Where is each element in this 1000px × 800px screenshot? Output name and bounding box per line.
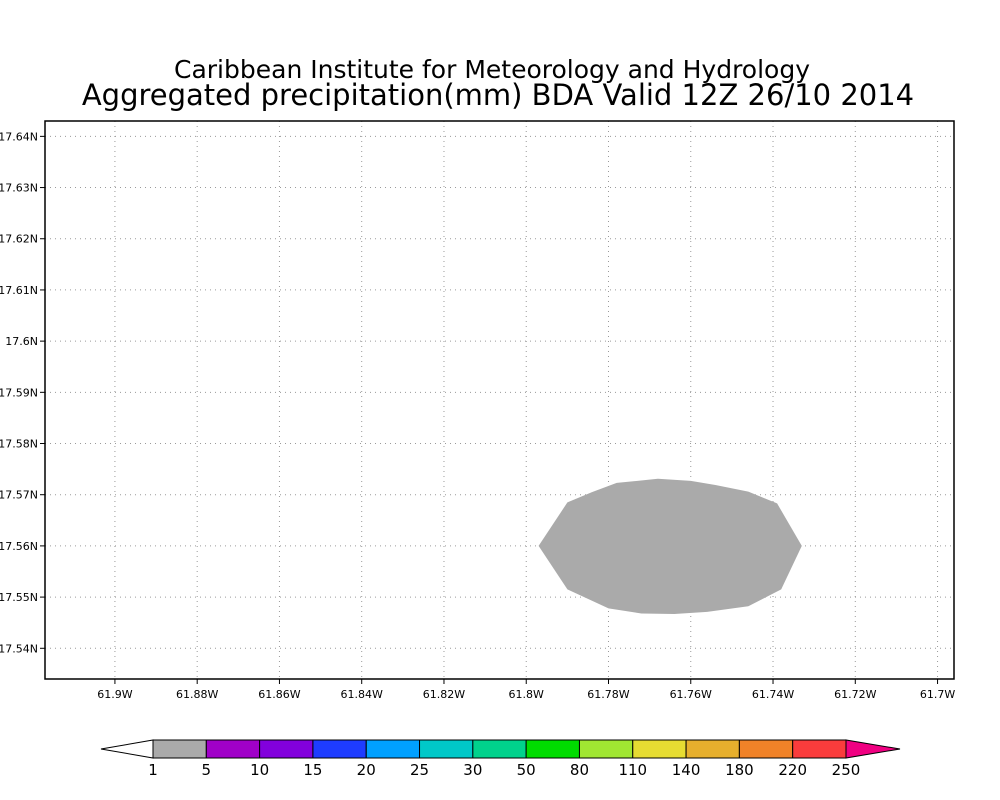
colorbar-label: 5 [202, 761, 212, 779]
colorbar-label: 10 [250, 761, 269, 779]
x-tick-label: 61.84W [341, 688, 383, 701]
colorbar-swatch [792, 739, 847, 759]
x-tick-label: 61.88W [176, 688, 218, 701]
y-tick-label: 17.58N [0, 438, 38, 451]
y-axis-ticks: 17.64N 17.63N 17.62N 17.61N 17.6N 17.59N 17.58… [0, 130, 45, 655]
colorbar-label: 110 [618, 761, 647, 779]
colorbar-swatch [578, 739, 634, 759]
x-tick-label: 61.76W [670, 688, 712, 701]
x-tick-label: 61.78W [587, 688, 629, 701]
colorbar-swatch [365, 739, 421, 759]
colorbar-below-triangle [100, 739, 154, 759]
colorbar-swatch [738, 739, 794, 759]
colorbar-swatch [259, 739, 314, 759]
gridlines [45, 121, 954, 679]
x-tick-label: 61.8W [509, 688, 544, 701]
precipitation-areas [538, 478, 802, 614]
colorbar-label: 30 [463, 761, 482, 779]
y-tick-label: 17.61N [0, 284, 38, 297]
colorbar-label: 20 [357, 761, 376, 779]
y-tick-label: 17.54N [0, 642, 38, 655]
colorbar-swatch [525, 739, 580, 759]
colorbar-label: 250 [832, 761, 861, 779]
y-tick-label: 17.6N [5, 335, 38, 348]
x-tick-label: 61.72W [834, 688, 876, 701]
x-tick-label: 61.86W [258, 688, 300, 701]
x-tick-label: 61.74W [752, 688, 794, 701]
colorbar-label: 220 [778, 761, 807, 779]
colorbar: 1 5 10 15 20 25 30 50 80 110 140 180 220 250 [100, 739, 901, 779]
y-tick-label: 17.55N [0, 591, 38, 604]
colorbar-swatch [205, 739, 261, 759]
y-tick-label: 17.59N [0, 386, 38, 399]
colorbar-swatch [312, 739, 367, 759]
colorbar-label: 180 [725, 761, 754, 779]
y-tick-label: 17.62N [0, 233, 38, 246]
y-tick-label: 17.57N [0, 489, 38, 502]
colorbar-label: 25 [410, 761, 429, 779]
y-tick-label: 17.63N [0, 182, 38, 195]
colorbar-swatch [419, 739, 474, 759]
title-product: Aggregated precipitation(mm) BDA Valid 1… [82, 78, 914, 112]
colorbar-swatch [632, 739, 687, 759]
y-tick-label: 17.56N [0, 540, 38, 553]
colorbar-label: 80 [570, 761, 589, 779]
colorbar-label: 15 [303, 761, 322, 779]
colorbar-above-triangle [845, 739, 901, 759]
title-institute: Caribbean Institute for Meteorology and … [174, 55, 810, 84]
x-axis-ticks: 61.9W 61.88W 61.86W 61.84W 61.82W 61.8W 61.78W… [97, 679, 955, 701]
colorbar-swatch [472, 739, 527, 759]
colorbar-swatch [685, 739, 740, 759]
precip-area-1-5 [538, 478, 802, 614]
x-tick-label: 61.82W [423, 688, 465, 701]
x-tick-label: 61.9W [97, 688, 132, 701]
x-tick-label: 61.7W [920, 688, 955, 701]
colorbar-label: 1 [148, 761, 158, 779]
colorbar-label: 50 [517, 761, 536, 779]
colorbar-label: 140 [672, 761, 701, 779]
colorbar-swatch [152, 739, 207, 759]
y-tick-label: 17.64N [0, 130, 38, 143]
map-frame [44, 120, 955, 680]
